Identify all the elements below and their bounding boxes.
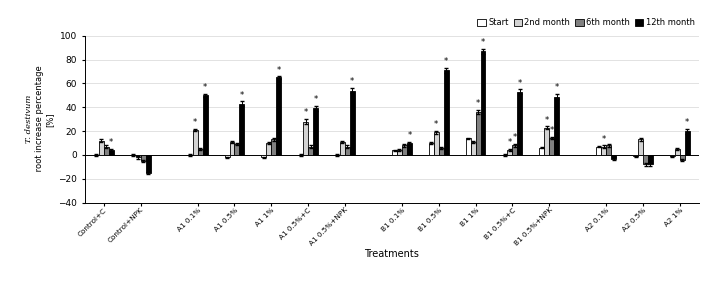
Bar (109, 150, 114, 155)
Text: *: * (350, 77, 354, 86)
Bar (466, 138, 471, 155)
Text: *: * (554, 83, 558, 92)
Text: *: * (240, 91, 244, 100)
Bar (648, 155, 653, 164)
Bar (471, 142, 476, 155)
Text: *: * (686, 118, 690, 127)
Bar (313, 108, 318, 155)
Text: *: * (549, 126, 554, 135)
Bar (685, 131, 690, 155)
Bar (225, 155, 229, 157)
Text: *: * (304, 108, 308, 117)
Bar (350, 91, 355, 155)
Text: root increase percentage
[%]: root increase percentage [%] (35, 65, 54, 173)
Bar (140, 155, 145, 161)
Bar (234, 144, 239, 155)
Bar (513, 145, 517, 155)
Text: *: * (277, 66, 281, 74)
Bar (266, 143, 271, 155)
Bar (397, 150, 402, 155)
Text: *: * (602, 135, 606, 144)
Text: *: * (444, 57, 448, 66)
Bar (517, 92, 522, 155)
Bar (508, 150, 513, 155)
Bar (271, 139, 276, 155)
Bar (261, 155, 266, 157)
Text: *: * (313, 95, 318, 104)
Bar (680, 155, 685, 160)
Text: *: * (109, 138, 114, 147)
Bar (193, 130, 198, 155)
Bar (638, 139, 643, 155)
Legend: Start, 2nd month, 6th month, 12th month: Start, 2nd month, 6th month, 12th month (477, 18, 695, 27)
Text: *: * (481, 38, 485, 47)
Text: T. destivum: T. destivum (25, 95, 33, 143)
Bar (303, 122, 308, 155)
Text: *: * (407, 131, 412, 140)
Bar (276, 77, 281, 155)
Bar (476, 112, 481, 155)
Bar (539, 148, 544, 155)
Text: *: * (513, 134, 517, 142)
Bar (308, 147, 313, 155)
Text: *: * (544, 116, 549, 125)
Bar (433, 132, 438, 155)
Bar (611, 155, 616, 159)
Bar (345, 147, 350, 155)
Bar (633, 155, 638, 156)
X-axis label: Treatments: Treatments (364, 249, 419, 258)
Bar (407, 143, 412, 155)
Bar (549, 138, 554, 155)
Bar (392, 150, 397, 155)
Text: *: * (517, 79, 522, 88)
Bar (429, 143, 433, 155)
Text: *: * (203, 83, 208, 92)
Bar (675, 149, 680, 155)
Text: *: * (476, 99, 480, 108)
Bar (203, 95, 208, 155)
Text: *: * (193, 118, 197, 127)
Bar (606, 145, 611, 155)
Text: *: * (136, 156, 140, 164)
Bar (229, 142, 234, 155)
Bar (402, 145, 407, 155)
Bar (340, 142, 345, 155)
Bar (643, 155, 648, 164)
Text: *: * (434, 120, 438, 129)
Text: *: * (508, 138, 512, 147)
Bar (544, 128, 549, 155)
Bar (99, 141, 104, 155)
Bar (481, 51, 486, 155)
Bar (145, 155, 150, 173)
Bar (597, 147, 602, 155)
Bar (670, 155, 675, 156)
Bar (104, 147, 109, 155)
Bar (198, 149, 203, 155)
Bar (438, 148, 444, 155)
Bar (136, 155, 140, 157)
Bar (444, 70, 449, 155)
Bar (239, 104, 244, 155)
Bar (602, 147, 606, 155)
Bar (554, 97, 559, 155)
